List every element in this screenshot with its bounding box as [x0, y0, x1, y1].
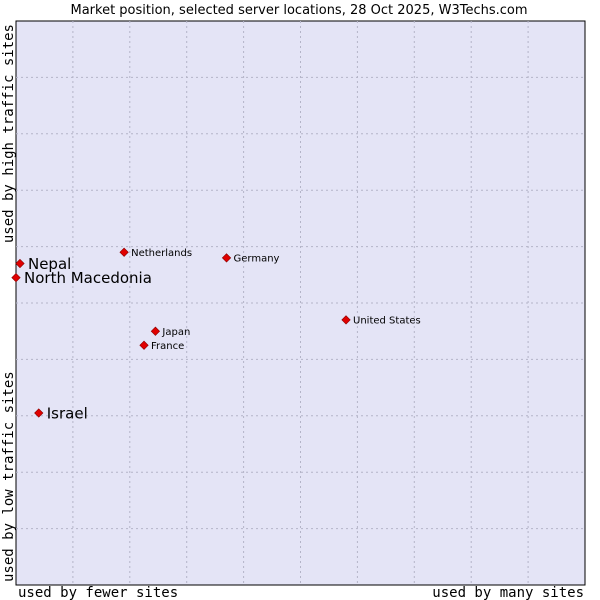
- point-north-macedonia: North Macedonia: [11, 269, 152, 287]
- point-marker: [150, 326, 161, 336]
- point-marker: [119, 247, 129, 257]
- point-marker: [15, 258, 25, 269]
- point-label: United States: [353, 316, 421, 327]
- point-label: Japan: [161, 327, 190, 338]
- x-axis-label-left: used by fewer sites: [18, 585, 178, 600]
- point-label: France: [151, 341, 184, 352]
- point-label: Nepal: [28, 255, 71, 273]
- point-marker: [221, 253, 232, 263]
- point-marker: [341, 315, 351, 325]
- point-label: North Macedonia: [24, 269, 152, 287]
- point-label: Netherlands: [131, 248, 192, 259]
- point-germany: Germany: [221, 253, 280, 265]
- point-label: Israel: [47, 404, 88, 422]
- chart-title: Market position, selected server locatio…: [70, 3, 527, 18]
- data-points: Netherlands Germany United States Japan Fran…: [11, 247, 421, 422]
- point-marker: [11, 272, 21, 283]
- point-netherlands: Netherlands: [119, 247, 192, 259]
- point-label: Germany: [234, 254, 280, 265]
- y-axis-label-bottom: used by low traffic sites: [1, 371, 17, 582]
- grid: [16, 21, 585, 585]
- point-marker: [139, 340, 149, 350]
- point-france: France: [139, 340, 184, 352]
- point-israel: Israel: [34, 404, 88, 422]
- point-japan: Japan: [150, 326, 190, 338]
- y-axis-label-top: used by high traffic sites: [1, 24, 17, 243]
- point-marker: [34, 408, 44, 418]
- point-united-states: United States: [341, 315, 421, 327]
- point-nepal: Nepal: [15, 255, 71, 273]
- x-axis-label-right: used by many sites: [432, 585, 584, 600]
